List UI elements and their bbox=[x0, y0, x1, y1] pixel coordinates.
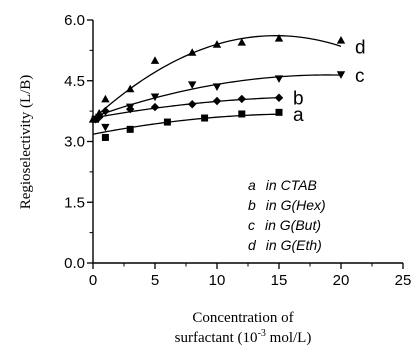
point-c bbox=[274, 75, 284, 83]
point-b bbox=[274, 93, 284, 102]
fit-line-a bbox=[92, 113, 280, 135]
x-tick-label: 0 bbox=[89, 272, 97, 289]
legend-entry-c: c in G(But) bbox=[248, 217, 321, 233]
point-d bbox=[188, 48, 197, 56]
legend-letter: c bbox=[248, 217, 255, 233]
legend-entry-d: d in G(Eth) bbox=[248, 237, 322, 253]
x-tick-label: 15 bbox=[271, 272, 288, 289]
legend: a in CTAB b in G(Hex) c in G(But) d in G(Eth) bbox=[248, 177, 326, 253]
y-tick-label: 1.5 bbox=[64, 194, 85, 211]
x-tick-label: 25 bbox=[395, 272, 412, 289]
point-d bbox=[274, 34, 284, 42]
point-b bbox=[212, 96, 222, 106]
y-tick-label: 4.5 bbox=[64, 73, 85, 90]
x-tick-label: 5 bbox=[151, 272, 159, 289]
point-d bbox=[212, 40, 222, 48]
legend-description: in G(Hex) bbox=[266, 197, 326, 213]
fit-line-b bbox=[92, 97, 280, 119]
legend-entry-b: b in G(Hex) bbox=[248, 197, 326, 213]
point-b bbox=[188, 100, 197, 109]
series-label-c: c bbox=[355, 66, 365, 87]
y-axis-title: Regioselectivity (L/B) bbox=[18, 75, 34, 210]
legend-description: in G(Eth) bbox=[266, 237, 322, 253]
y-tick-label: 6.0 bbox=[64, 12, 85, 29]
point-d bbox=[101, 94, 110, 103]
x-axis-title-part1: surfactant (10 bbox=[175, 330, 258, 346]
x-axis-title-part2: mol/L) bbox=[266, 330, 311, 346]
y-tick-label: 3.0 bbox=[64, 134, 85, 151]
point-c bbox=[188, 81, 197, 89]
point-a bbox=[201, 114, 209, 122]
point-d bbox=[88, 115, 98, 123]
point-a bbox=[275, 108, 283, 116]
legend-letter: d bbox=[248, 237, 257, 253]
point-b bbox=[101, 106, 110, 116]
x-axis-title-line2: surfactant (10-3 mol/L) bbox=[175, 328, 312, 346]
axes: 0 5 10 15 20 25 0.0 1.5 3.0 4.5 6.0 bbox=[64, 12, 411, 289]
point-a bbox=[238, 110, 246, 118]
point-b bbox=[150, 102, 160, 112]
point-d bbox=[126, 84, 135, 93]
legend-description: in CTAB bbox=[266, 177, 317, 193]
point-d bbox=[336, 36, 346, 44]
legend-description: in G(But) bbox=[265, 217, 321, 233]
series-label-d: d bbox=[355, 37, 366, 58]
point-a bbox=[126, 125, 134, 133]
point-b bbox=[237, 94, 246, 104]
series-label-b: b bbox=[293, 89, 304, 110]
point-d bbox=[237, 38, 246, 46]
point-c bbox=[126, 103, 135, 112]
legend-letter: a bbox=[248, 177, 256, 193]
point-d bbox=[95, 108, 104, 117]
series-labels: ab cd bbox=[293, 37, 366, 126]
point-a bbox=[163, 118, 171, 126]
x-axis-title-line1: Concentration of bbox=[192, 310, 293, 326]
x-tick-label: 10 bbox=[209, 272, 226, 289]
legend-entry-a: a in CTAB bbox=[248, 177, 317, 193]
point-c bbox=[101, 123, 110, 132]
x-axis-title-superscript: -3 bbox=[258, 328, 266, 339]
data-markers bbox=[88, 34, 346, 141]
point-c bbox=[336, 71, 346, 79]
point-d bbox=[150, 56, 160, 64]
y-tick-label: 0.0 bbox=[64, 255, 85, 272]
x-tick-label: 20 bbox=[333, 272, 350, 289]
legend-letter: b bbox=[248, 197, 256, 213]
series-label-a: a bbox=[293, 105, 304, 126]
point-c bbox=[150, 93, 160, 102]
point-a bbox=[101, 133, 109, 141]
point-c bbox=[212, 83, 222, 92]
